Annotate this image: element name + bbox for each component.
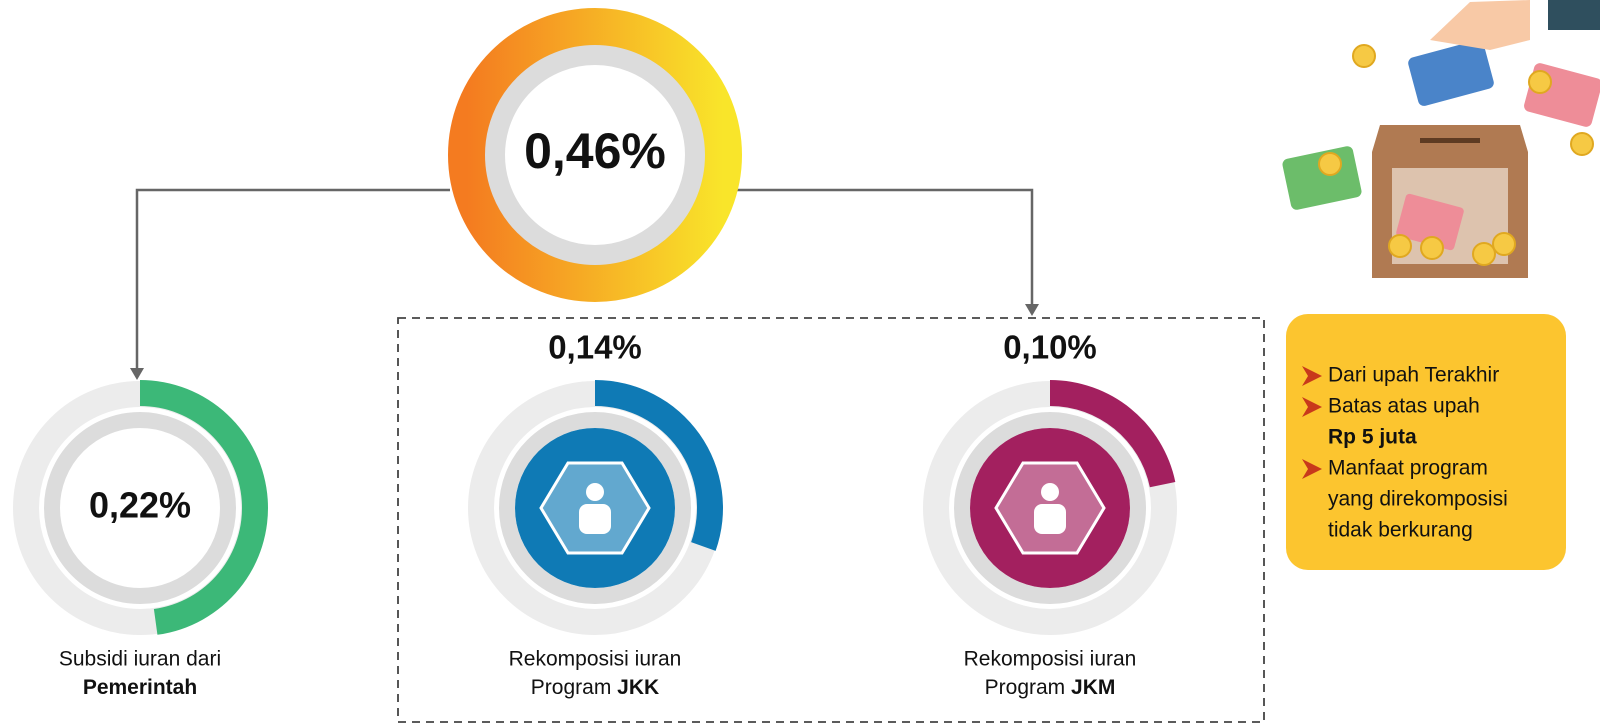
caption-prefix: Program <box>531 676 612 699</box>
node-label: 0,22% <box>89 485 191 526</box>
caption-bold: JKK <box>617 676 659 699</box>
note-line: yang direkomposisi <box>1328 488 1508 511</box>
icon-body <box>579 504 611 534</box>
caption-line: Pemerintah <box>83 676 197 699</box>
arrow-right <box>1025 304 1039 316</box>
infographic: 0,46% 0,22% Subsidi iuran dari Pemerintah 0… <box>0 0 1600 723</box>
caption-line: Program JKM <box>985 676 1116 699</box>
connector-left <box>137 190 450 370</box>
caption-line: Subsidi iuran dari <box>59 648 221 671</box>
illustration <box>1281 0 1600 278</box>
caption-prefix: Program <box>985 676 1066 699</box>
arrow-left <box>130 368 144 380</box>
note-bold: Rp 5 juta <box>1328 426 1417 449</box>
connector-right <box>720 190 1032 306</box>
caption-bold: JKM <box>1071 676 1115 699</box>
caption-bold: Pemerintah <box>83 676 197 699</box>
total-label: 0,46% <box>524 123 666 179</box>
note-line: Batas atas upah <box>1328 395 1480 418</box>
note-line: Dari upah Terakhir <box>1328 364 1499 387</box>
caption-line: Program JKK <box>531 676 659 699</box>
page: 0,46% 0,22% Subsidi iuran dari Pemerintah 0… <box>0 0 1600 723</box>
note-line: tidak berkurang <box>1328 519 1473 542</box>
icon-head <box>586 483 604 501</box>
icon-body <box>1034 504 1066 534</box>
note-line: Manfaat program <box>1328 457 1488 480</box>
caption-line: Rekomposisi iuran <box>509 648 682 671</box>
node-label: 0,14% <box>548 329 642 366</box>
caption-line: Rekomposisi iuran <box>964 648 1137 671</box>
icon-head <box>1041 483 1059 501</box>
node-label: 0,10% <box>1003 329 1097 366</box>
